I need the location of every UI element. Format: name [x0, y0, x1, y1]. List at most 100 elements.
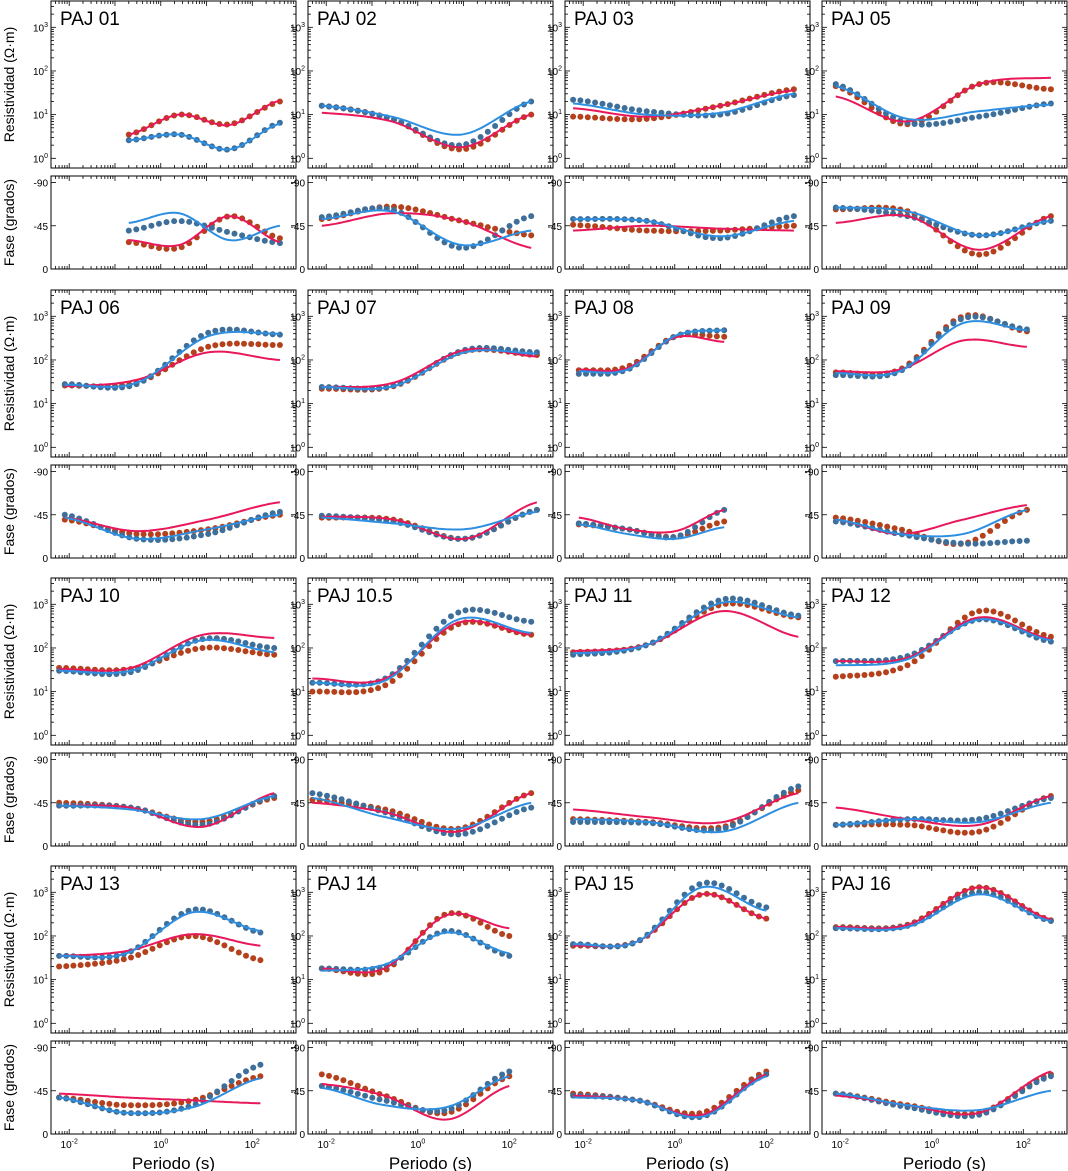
phase-tick-label: -90: [34, 468, 49, 479]
rho-yx-point: [426, 633, 433, 640]
phase-tick-label: -45: [291, 511, 306, 522]
phase-axes: [307, 175, 554, 270]
phase-tick-label: 0: [813, 842, 819, 853]
phase-tick-label: -90: [34, 756, 49, 767]
phase-xy-point: [969, 829, 975, 836]
rho-yx-point: [484, 128, 491, 135]
phase-xy-point: [162, 530, 169, 537]
phase-xy-point: [899, 526, 905, 533]
station-panel-paj-02: 100 101 102 103 PAJ 02 0 -45 -90: [290, 0, 554, 276]
phase-yx-point: [345, 798, 352, 805]
rho-xy-point: [983, 607, 990, 614]
rho-xy-point: [360, 688, 367, 695]
resistivity-axes: [50, 865, 297, 1034]
rho-xy-point: [1004, 80, 1011, 87]
phase-yx-point: [276, 508, 283, 515]
rho-xy-model-line: [835, 76, 1051, 123]
phase-yx-point: [261, 237, 268, 244]
rho-yx-point: [976, 113, 983, 120]
rho-yx-point: [575, 370, 582, 377]
phase-xy-point: [506, 229, 513, 235]
res-tick-label: 103: [804, 599, 819, 612]
phase-xy-point: [947, 828, 954, 835]
phase-yx-point: [491, 819, 498, 826]
phase-yx-point: [990, 812, 997, 819]
rho-xy-point: [411, 658, 418, 665]
phase-tick-label: 0: [813, 265, 819, 276]
rho-yx-point: [950, 320, 957, 327]
phase-xy-point: [783, 223, 790, 230]
phase-yx-point: [338, 796, 345, 803]
station-panel-paj-03: 100 101 102 103 PAJ 03 0 -45 -90: [547, 0, 811, 276]
station-name: PAJ 01: [60, 9, 120, 30]
rho-yx-point: [599, 100, 606, 107]
rho-yx-point: [256, 643, 263, 650]
rho-yx-point: [628, 106, 635, 113]
rho-xy-model-line: [835, 616, 1052, 663]
res-tick-label: 103: [547, 599, 562, 612]
res-tick-label: 102: [33, 642, 48, 655]
rho-xy-point: [389, 678, 396, 684]
phase-xy-point: [492, 225, 499, 232]
phase-yx-point: [239, 232, 246, 239]
phase-xy-point: [933, 826, 940, 833]
phase-yx-point: [477, 826, 484, 833]
rho-yx-point: [448, 613, 454, 620]
rho-xy-point: [614, 116, 621, 122]
rho-yx-model-line: [578, 329, 725, 374]
phase-tick-label: 0: [42, 554, 48, 565]
rho-xy-point: [382, 682, 389, 689]
rho-xy-point: [262, 341, 269, 348]
phase-xy-point: [163, 245, 170, 252]
rho-yx-point: [440, 618, 447, 625]
rho-yx-point: [744, 597, 751, 604]
phase-xy-point: [658, 228, 665, 234]
rho-xy-point: [249, 649, 256, 656]
phase-xy-point: [997, 819, 1004, 826]
phase-yx-point: [186, 218, 193, 225]
rho-xy-model-line: [573, 609, 799, 652]
res-tick-label: 100: [290, 153, 305, 166]
rho-yx-point: [506, 614, 513, 621]
phase-tick-label: -90: [34, 179, 49, 190]
rho-yx-point: [940, 120, 947, 126]
phase-xy-point: [155, 531, 161, 538]
station-panel-paj-05: 100 101 102 103 PAJ 05 0 -45 -90: [804, 0, 1068, 276]
res-tick-label: 103: [33, 311, 48, 324]
phase-xy-point: [699, 525, 706, 532]
rho-yx-point: [528, 618, 535, 625]
phase-yx-point: [462, 830, 469, 837]
phase-xy-point: [713, 520, 720, 527]
phase-yx-point: [994, 539, 1001, 546]
res-tick-label: 101: [547, 686, 562, 699]
phase-xy-point: [854, 517, 861, 524]
rho-yx-point: [226, 326, 233, 333]
station-name: PAJ 02: [317, 9, 377, 30]
rho-xy-point: [375, 685, 382, 692]
phase-xy-point: [897, 821, 904, 828]
rho-yx-point: [606, 102, 613, 109]
rho-xy-point: [170, 652, 177, 659]
res-tick-label: 102: [804, 642, 819, 655]
res-tick-label: 102: [33, 354, 48, 367]
res-tick-label: 101: [33, 686, 48, 699]
phase-xy-point: [862, 519, 869, 525]
rho-xy-model-line: [128, 99, 281, 136]
phase-xy-point: [869, 520, 876, 527]
rho-xy-point: [621, 116, 628, 123]
phase-tick-label: -90: [548, 756, 563, 767]
phase-tick-label: 0: [813, 554, 819, 565]
rho-xy-point: [213, 644, 220, 651]
phase-xy-point: [156, 245, 162, 251]
rho-xy-point: [847, 672, 854, 679]
resistivity-axes: [50, 289, 297, 458]
phase-tick-label: -45: [34, 799, 49, 810]
rho-xy-point: [883, 669, 889, 676]
phase-yx-point: [324, 792, 330, 799]
res-tick-label: 100: [547, 442, 562, 455]
station-name: PAJ 11: [574, 586, 632, 607]
rho-yx-point: [651, 109, 657, 115]
phase-yx-point: [584, 819, 591, 825]
rho-xy-point: [868, 671, 875, 678]
phase-yx-point: [226, 524, 233, 531]
